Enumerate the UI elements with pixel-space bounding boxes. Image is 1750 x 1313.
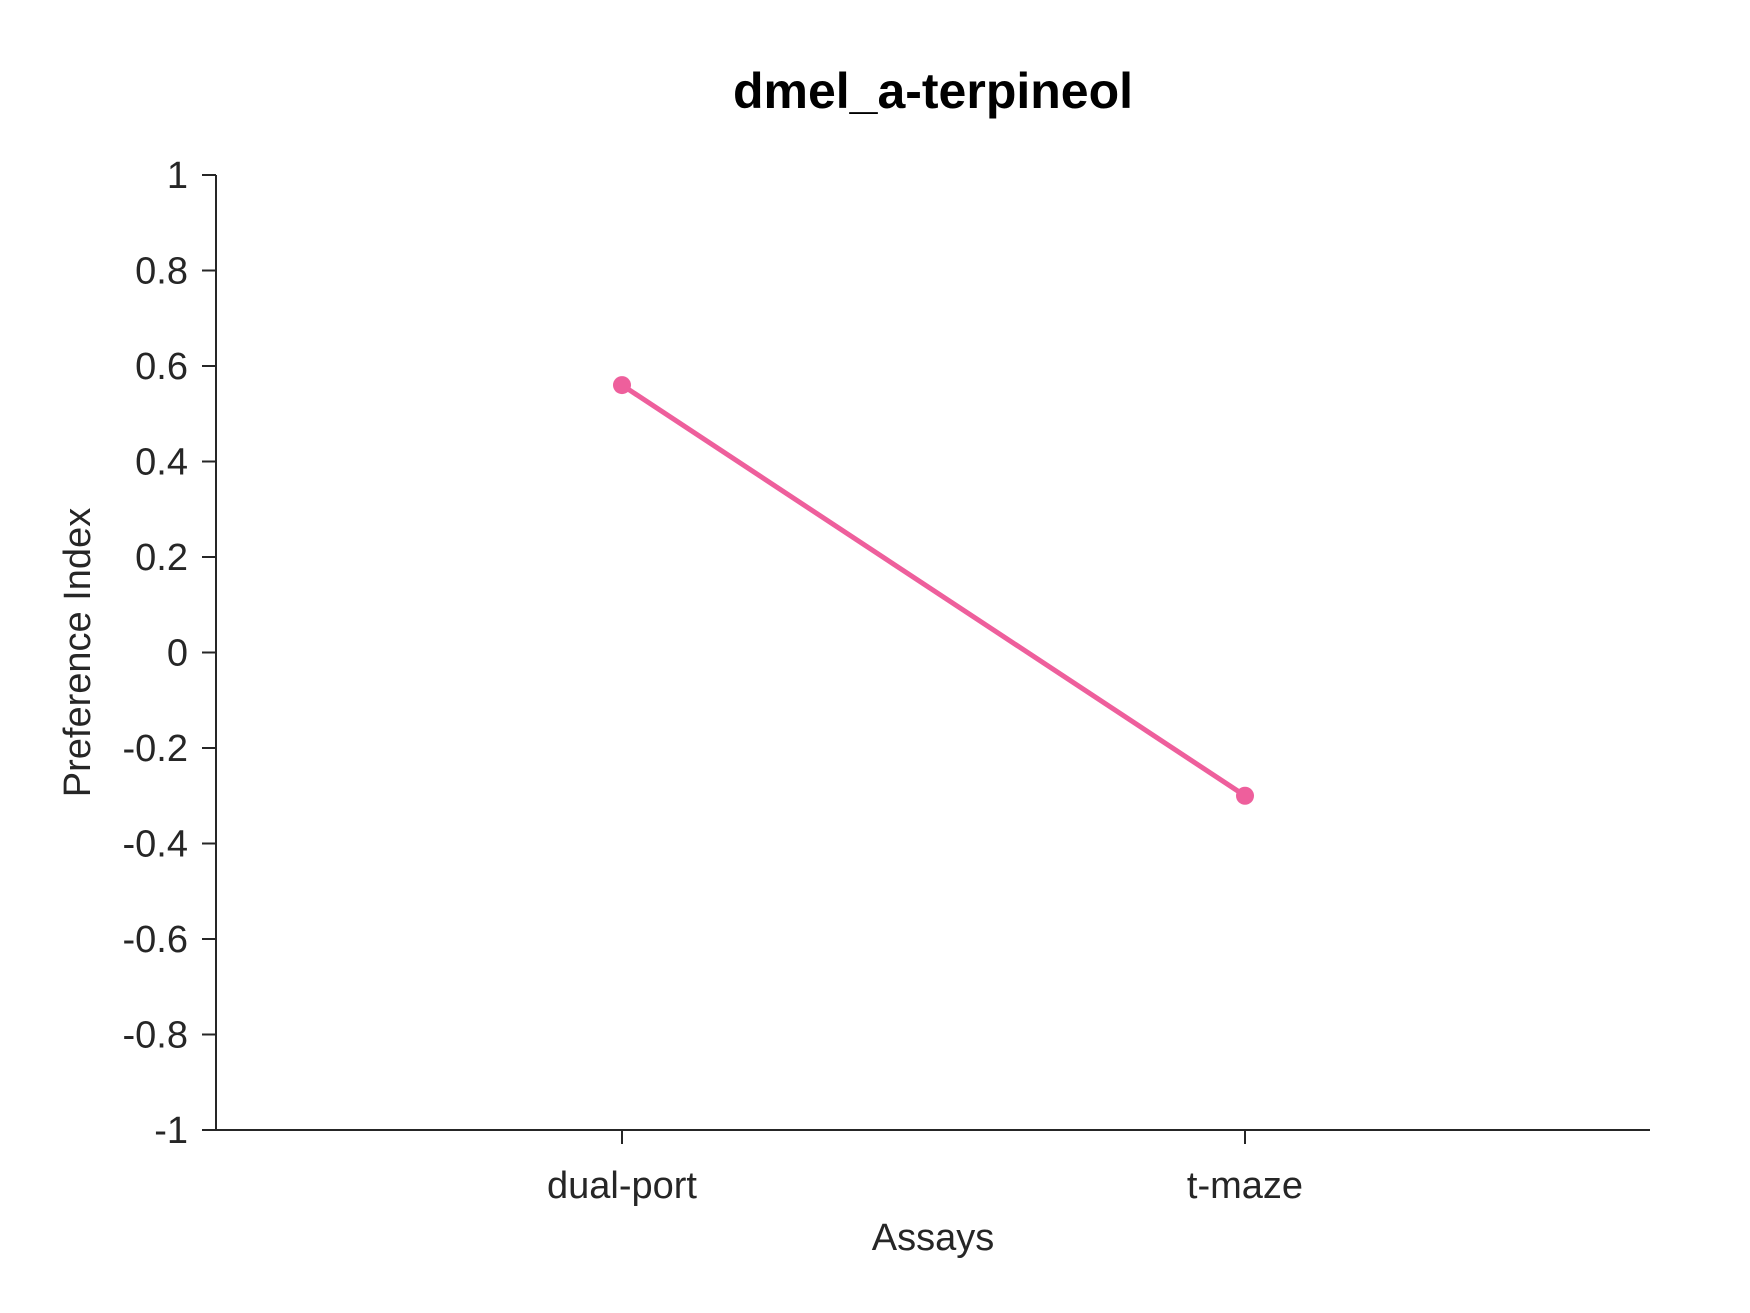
y-tick-label: 0 (167, 633, 188, 675)
y-tick-label: -0.2 (123, 728, 188, 770)
y-tick-label: -0.8 (123, 1015, 188, 1057)
series-layer (613, 376, 1254, 805)
y-axis-ticks: 1 0.8 0.6 0.4 0.2 0 -0.2 -0.4 -0.6 -0.8 -1 (123, 155, 216, 1152)
data-point (613, 376, 631, 395)
y-tick-label: -1 (154, 1110, 188, 1152)
x-tick-label: t-maze (1187, 1165, 1303, 1207)
x-axis-ticks: dual-port t-maze (547, 1130, 1303, 1207)
data-point (1236, 786, 1254, 805)
y-tick-label: -0.6 (123, 919, 188, 961)
y-tick-label: 0.6 (135, 346, 188, 388)
x-tick-label: dual-port (547, 1165, 697, 1207)
series-line (620, 383, 1247, 798)
plot-area: 1 0.8 0.6 0.4 0.2 0 -0.2 -0.4 -0.6 -0.8 -1 dual-po… (123, 155, 1650, 1207)
y-tick-label: 0.8 (135, 251, 188, 293)
y-axis-label: Preference Index (57, 508, 99, 797)
y-tick-label: -0.4 (123, 824, 188, 866)
x-axis-label: Assays (872, 1217, 994, 1259)
chart-title: dmel_a-terpineol (733, 63, 1133, 119)
y-tick-label: 0.4 (135, 442, 188, 484)
y-tick-label: 1 (167, 155, 188, 197)
y-tick-label: 0.2 (135, 537, 188, 579)
